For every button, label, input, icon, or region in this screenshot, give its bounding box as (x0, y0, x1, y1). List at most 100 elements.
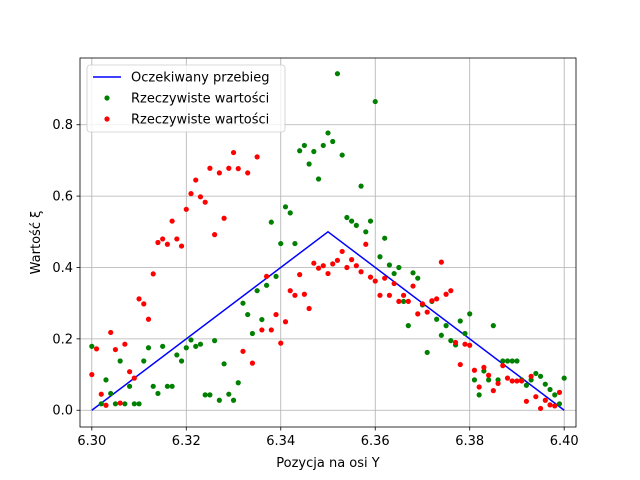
data-point (235, 166, 241, 172)
data-point (344, 214, 350, 221)
x-tick-label: 6.40 (550, 434, 579, 449)
data-point (533, 394, 539, 400)
data-point (552, 392, 558, 398)
data-point (240, 300, 246, 306)
data-point (141, 301, 147, 307)
data-point (287, 288, 293, 294)
data-point (278, 240, 284, 247)
data-point (486, 372, 492, 378)
data-point (400, 298, 407, 304)
data-point (353, 222, 359, 228)
data-point (122, 341, 128, 347)
data-point (263, 273, 270, 280)
y-axis-label: Wartość ξ (29, 211, 44, 275)
data-point (98, 401, 104, 407)
legend: Oczekiwany przebieg Rzeczywiste wartości R… (86, 64, 286, 133)
data-point (349, 257, 355, 263)
data-point (509, 358, 515, 364)
data-point (207, 392, 213, 398)
data-point (391, 280, 397, 287)
data-point (462, 330, 468, 337)
data-point (254, 154, 260, 160)
data-point (183, 206, 189, 212)
x-tick-label: 6.30 (77, 434, 106, 449)
data-point (226, 165, 232, 171)
series-2 (89, 71, 567, 407)
data-point (311, 260, 317, 266)
data-point (500, 358, 506, 364)
data-point (325, 270, 331, 277)
data-point (188, 337, 194, 343)
data-point (249, 330, 256, 337)
data-point (372, 98, 378, 105)
data-point (169, 383, 175, 389)
data-point (429, 298, 435, 304)
expected-line (91, 230, 565, 411)
data-point (188, 191, 194, 197)
data-point (178, 243, 185, 249)
data-point (221, 215, 227, 221)
data-point (537, 373, 544, 379)
data-point (145, 345, 152, 351)
legend-label: Rzeczywiste wartości (131, 113, 269, 128)
series-1 (91, 230, 565, 411)
data-point (504, 375, 511, 381)
data-point (297, 272, 303, 278)
data-point (174, 352, 180, 358)
data-point (490, 323, 496, 329)
data-point (523, 382, 530, 388)
data-point (358, 183, 364, 189)
data-point (141, 358, 147, 364)
y-tick-label: 0.4 (52, 261, 73, 276)
data-point (297, 148, 303, 154)
data-point (330, 261, 336, 267)
data-point (282, 204, 289, 210)
x-tick-label: 6.32 (172, 434, 201, 449)
data-point (523, 398, 530, 404)
data-point (325, 130, 331, 136)
data-point (542, 381, 548, 387)
data-point (481, 364, 487, 371)
data-point (273, 273, 279, 280)
data-point (268, 219, 274, 225)
data-point (112, 401, 119, 407)
data-point (263, 282, 270, 288)
legend-box (86, 64, 286, 133)
data-point (556, 389, 563, 395)
data-point (547, 402, 553, 408)
data-point (273, 311, 279, 318)
data-point (353, 263, 359, 269)
data-point (462, 341, 468, 347)
data-point (367, 218, 374, 224)
data-point (108, 390, 114, 397)
data-point (528, 373, 534, 379)
data-point (150, 383, 156, 389)
data-point (396, 298, 402, 304)
data-point (136, 401, 142, 407)
data-point (212, 338, 218, 344)
data-point (226, 391, 232, 397)
y-tick-label: 0.8 (52, 118, 73, 133)
data-point (127, 369, 133, 375)
data-point (405, 323, 411, 329)
data-point (301, 291, 307, 297)
y-tick-label: 0.2 (52, 332, 73, 347)
y-tick-label: 0.6 (52, 190, 73, 205)
data-point (202, 199, 208, 205)
data-point (306, 161, 312, 167)
data-point (519, 378, 525, 384)
data-point (287, 210, 293, 216)
data-point (542, 397, 548, 403)
data-point (528, 377, 534, 383)
data-point (202, 392, 208, 398)
data-point (197, 194, 204, 200)
data-point (547, 386, 553, 393)
data-point (131, 401, 137, 407)
data-point (490, 387, 496, 394)
data-point (169, 218, 175, 224)
data-point (504, 358, 511, 364)
data-point (400, 292, 407, 298)
data-point (514, 358, 520, 364)
data-point (500, 363, 506, 369)
data-point (259, 327, 265, 333)
